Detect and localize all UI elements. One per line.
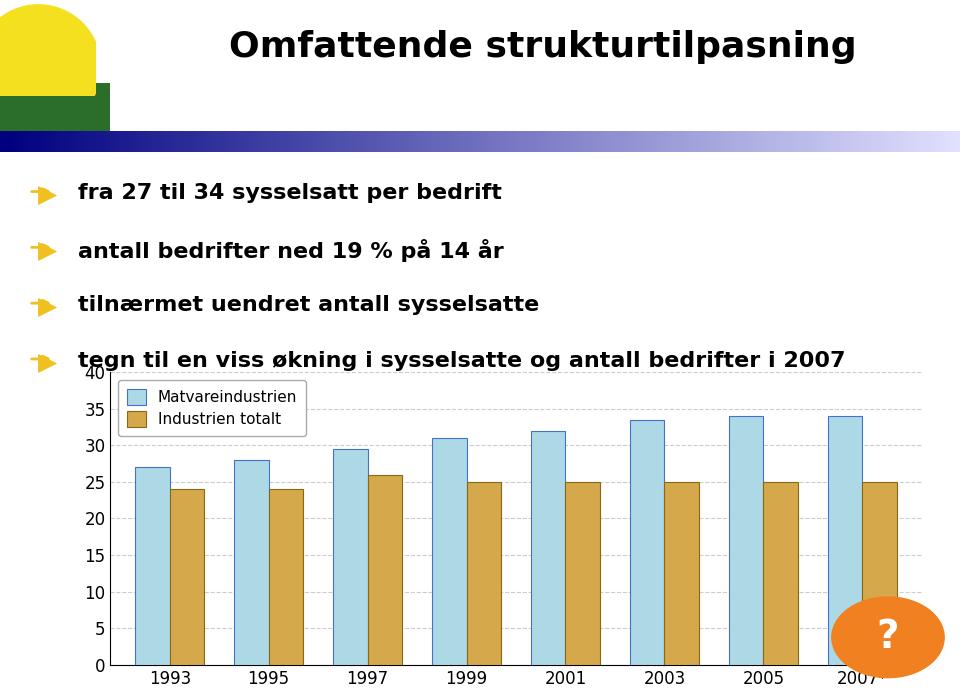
Bar: [135, 467, 170, 665]
Text: tegn til en viss økning i sysselsatte og antall bedrifter i 2007: tegn til en viss økning i sysselsatte og…: [79, 351, 846, 371]
Text: ▶: ▶: [37, 239, 57, 263]
Text: ▶: ▶: [37, 183, 57, 207]
Text: fra 27 til 34 sysselsatt per bedrift: fra 27 til 34 sysselsatt per bedrift: [79, 183, 502, 203]
Text: tilnærmet uendret antall sysselsatte: tilnærmet uendret antall sysselsatte: [79, 295, 540, 315]
Bar: [269, 489, 303, 665]
Bar: [467, 482, 501, 665]
Bar: [763, 482, 798, 665]
Text: ?: ?: [876, 618, 900, 657]
Text: antall bedrifter ned 19 % på 14 år: antall bedrifter ned 19 % på 14 år: [79, 239, 504, 262]
Bar: [630, 420, 664, 665]
Bar: [664, 482, 699, 665]
Circle shape: [0, 5, 101, 130]
Bar: [234, 460, 269, 665]
Circle shape: [831, 597, 944, 678]
Bar: [368, 475, 402, 665]
Bar: [333, 449, 368, 665]
Text: ▶: ▶: [37, 351, 57, 375]
Text: ▶: ▶: [37, 295, 57, 319]
Bar: [862, 482, 897, 665]
Bar: [828, 416, 862, 665]
Bar: [170, 489, 204, 665]
Bar: [531, 431, 565, 665]
Bar: [432, 438, 467, 665]
Bar: [565, 482, 600, 665]
Legend: Matvareindustrien, Industrien totalt: Matvareindustrien, Industrien totalt: [118, 380, 306, 436]
Bar: [729, 416, 763, 665]
Text: Omfattende strukturtilpasning: Omfattende strukturtilpasning: [228, 30, 856, 63]
